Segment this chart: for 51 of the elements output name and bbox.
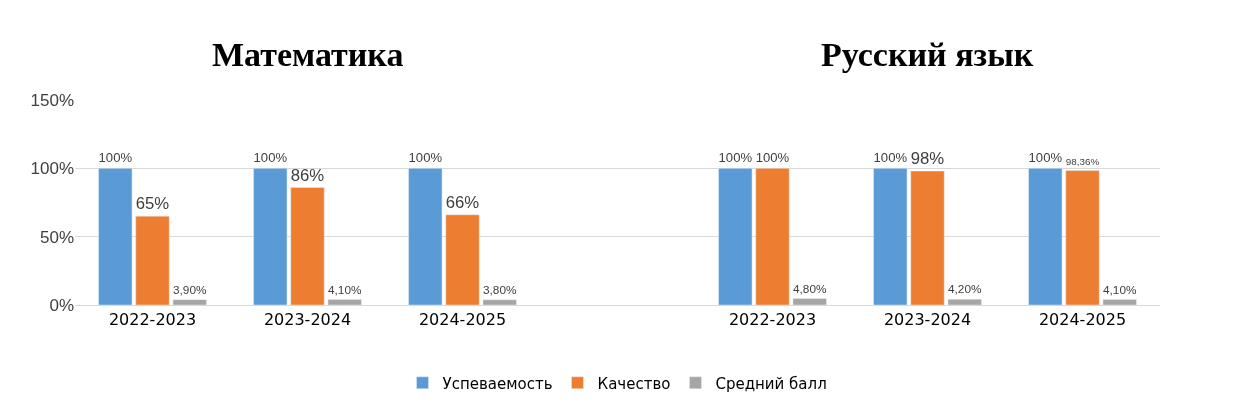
y-tick-label: 150% [30,90,74,110]
bar [718,168,753,305]
legend-label: Успеваемость [442,374,553,393]
text: Математика [212,36,404,73]
bar [910,170,945,305]
data-label: 98,36% [1065,156,1100,168]
data-label: 65% [135,194,170,214]
bar [792,298,827,305]
data-label: 66% [445,192,480,212]
data-label: 100% [755,150,790,166]
data-label: 100% [253,150,288,166]
bar [253,168,288,305]
data-label: 100% [718,150,753,166]
x-tick-label: 2024-2025 [418,310,507,330]
bar [135,215,170,305]
data-label: 4,20% [947,282,982,297]
data-label: 100% [1028,150,1063,166]
bar [172,299,207,305]
x-tick-label: 2022-2023 [108,310,197,330]
data-label: 100% [408,150,443,166]
x-tick-label: 2024-2025 [1038,310,1127,330]
bar [873,168,908,305]
data-label: 3,90% [172,282,207,297]
y-tick-label: 100% [30,159,74,179]
bar [98,168,133,305]
y-tick-label: 50% [39,227,74,247]
legend-label: Средний балл [715,374,827,393]
legend-label: Качество [597,374,671,393]
bar [445,214,480,305]
data-label: 86% [290,165,325,185]
text: Русский язык [821,36,1034,73]
x-tick-label: 2023-2024 [883,310,972,330]
x-tick-label: 2023-2024 [263,310,352,330]
bar [947,299,982,305]
bar [1028,168,1063,305]
bar [755,168,790,305]
bar [290,187,325,305]
x-tick-label: 2022-2023 [728,310,817,330]
bar [327,299,362,305]
data-label: 98% [910,149,945,169]
y-tick-label: 0% [49,295,74,315]
data-label: 3,80% [482,283,517,298]
bar [1102,299,1137,305]
data-label: 100% [873,150,908,166]
data-label: 100% [98,150,133,166]
data-label: 4,10% [327,282,362,297]
bar [482,299,517,305]
bar [1065,170,1100,305]
bar [408,168,443,305]
data-label: 4,80% [792,281,827,296]
data-label: 4,10% [1102,282,1137,297]
